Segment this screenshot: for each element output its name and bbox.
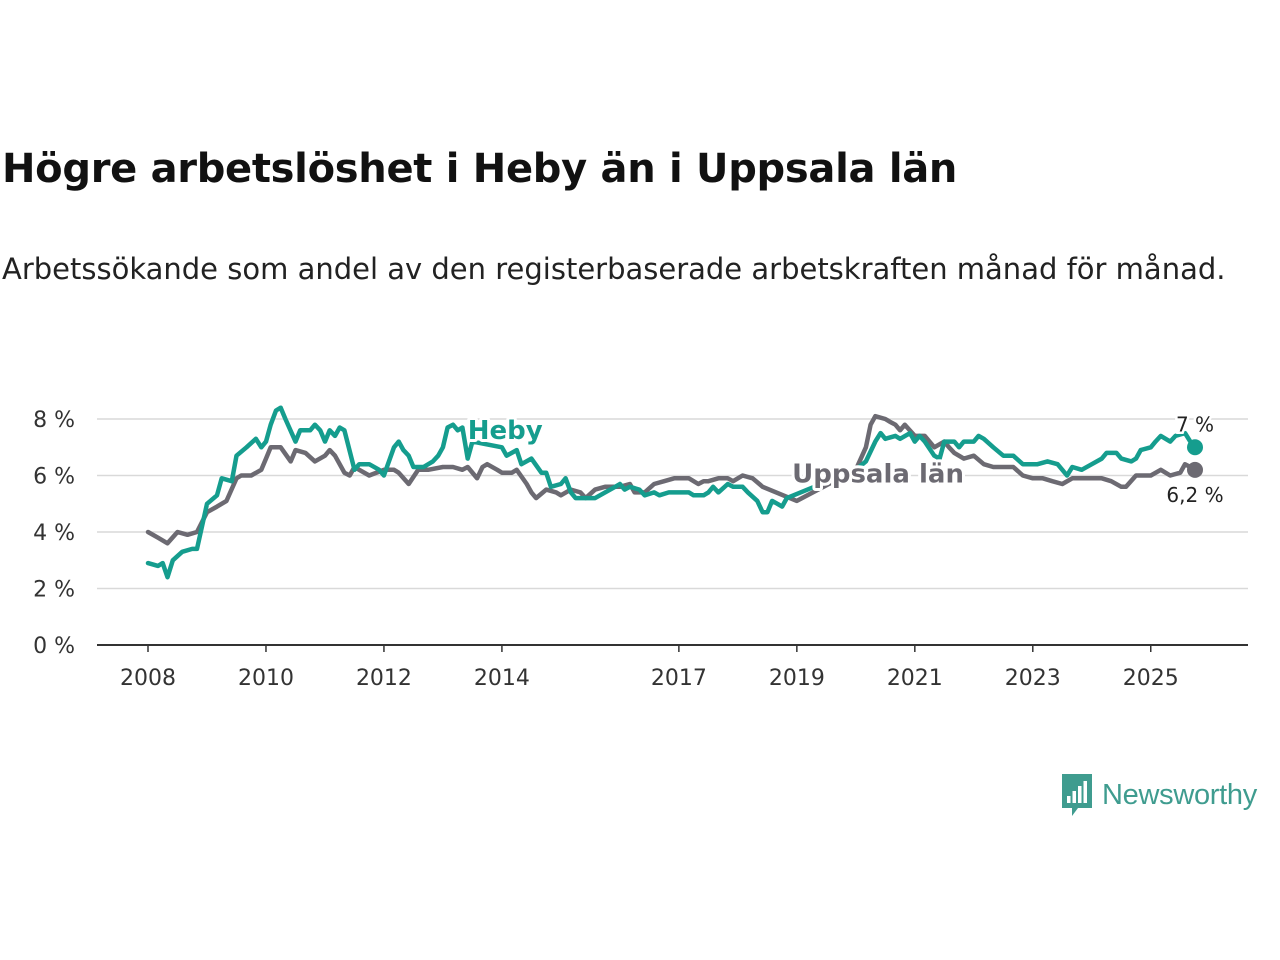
chart-title: Högre arbetslöshet i Heby än i Uppsala l… [2, 146, 958, 192]
y-tick-label: 4 % [33, 521, 75, 546]
x-axis-ticks: 2008 2010 2012 2014 2017 2019 2021 2023 2025 [120, 645, 1179, 691]
heby-line [145, 405, 1198, 580]
y-tick-label: 2 % [33, 578, 75, 603]
series-lines [145, 405, 1198, 580]
y-tick-label: 6 % [33, 465, 75, 490]
y-tick-label: 8 % [33, 408, 75, 433]
y-tick-label: 0 % [33, 634, 75, 659]
x-tick-label: 2021 [887, 666, 943, 691]
x-tick-label: 2025 [1123, 666, 1179, 691]
x-tick-label: 2010 [238, 666, 294, 691]
newsworthy-logo: Newsworthy [1060, 772, 1257, 818]
uppsala-lan-line [145, 413, 1198, 546]
uppsala-lan-end-value-label: 6,2 % [1166, 483, 1223, 507]
heby-series-label: Heby [468, 416, 543, 446]
newsworthy-logo-text: Newsworthy [1102, 778, 1257, 811]
x-tick-label: 2019 [769, 666, 825, 691]
newsworthy-logo-icon [1062, 774, 1092, 816]
y-axis-ticks: 0 % 2 % 4 % 6 % 8 % [33, 408, 75, 659]
uppsala-lan-series-label: Uppsala län [792, 460, 964, 490]
heby-end-value-label: 7 % [1176, 412, 1214, 436]
grid-lines [97, 418, 1248, 590]
x-tick-label: 2017 [651, 666, 707, 691]
x-tick-label: 2008 [120, 666, 176, 691]
line-chart: 0 % 2 % 4 % 6 % 8 % 2008 2010 2012 2014 2017 2019… [33, 405, 1248, 691]
heby-end-marker [1187, 439, 1203, 456]
chart-subtitle: Arbetssökande som andel av den registerb… [2, 252, 1226, 286]
x-tick-label: 2014 [474, 666, 530, 691]
uppsala-lan-end-marker [1187, 461, 1203, 478]
series-labels: Heby Uppsala län 7 % 6,2 % [465, 410, 1226, 510]
x-tick-label: 2012 [356, 666, 412, 691]
x-tick-label: 2023 [1005, 666, 1061, 691]
